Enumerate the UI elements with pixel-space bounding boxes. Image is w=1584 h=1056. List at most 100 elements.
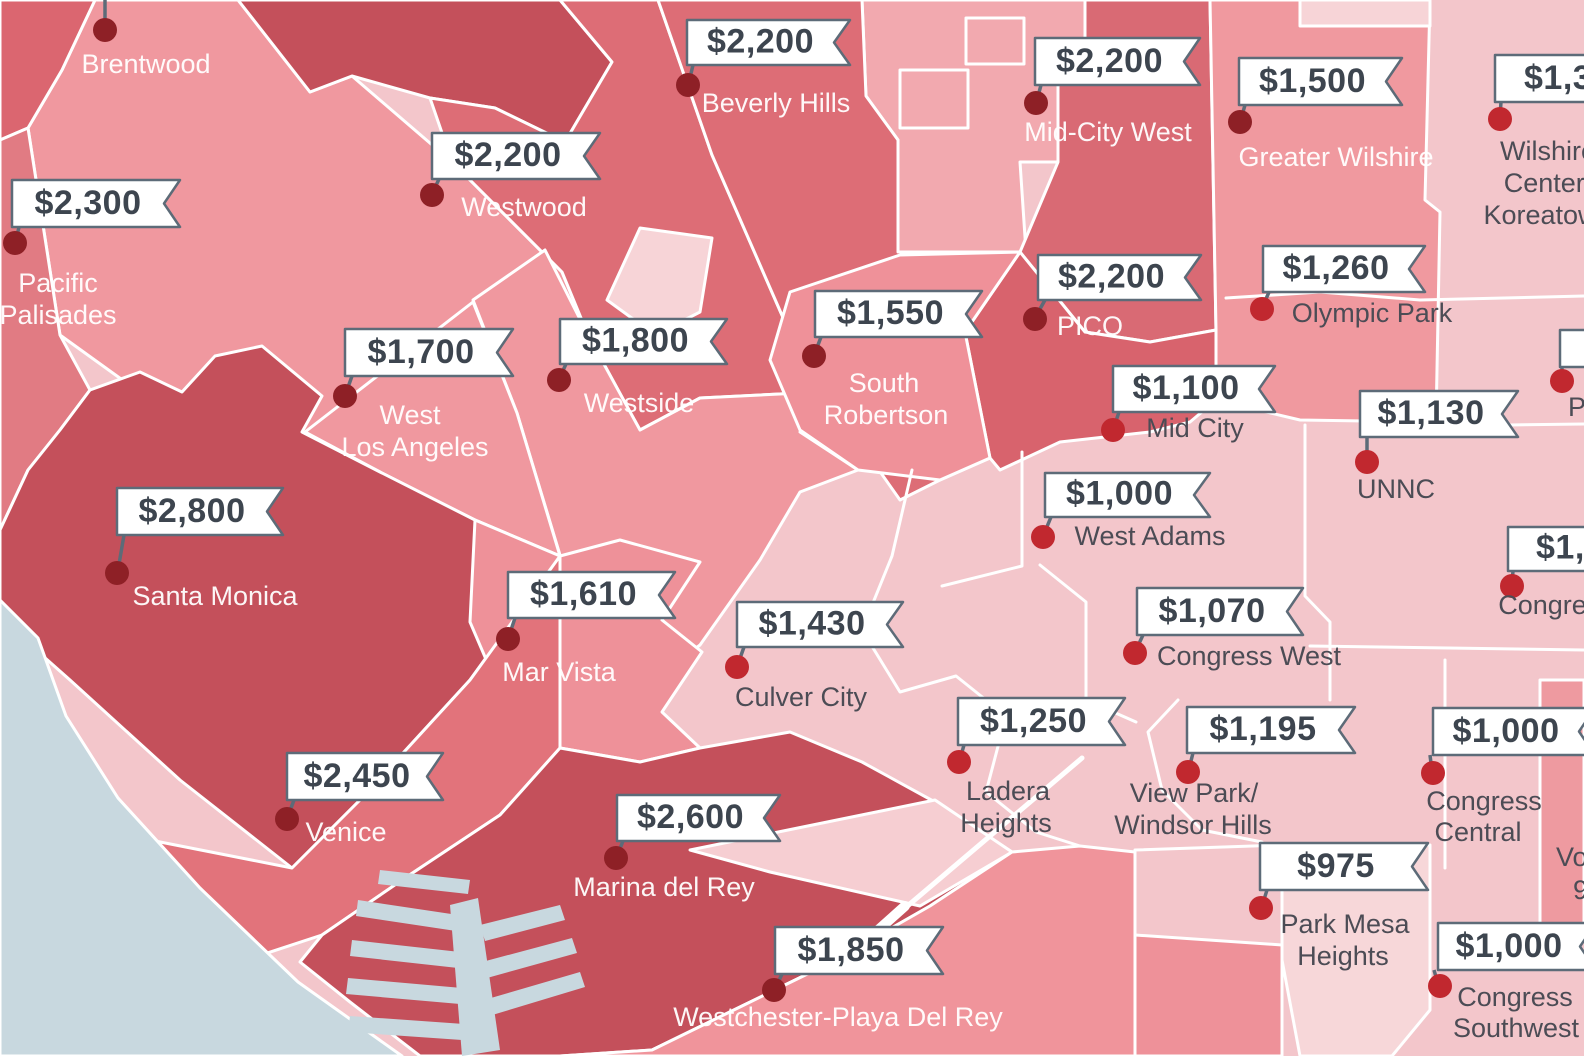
price-text: $2,200: [1056, 42, 1163, 80]
price-text: $1,130: [1378, 394, 1485, 432]
anchor-dot: [333, 384, 357, 408]
boundary-line-9: [1146, 698, 1264, 844]
region-name: Congress West: [1157, 641, 1342, 671]
region-name: Westside: [584, 388, 695, 418]
region-name: Greater Wilshire: [1238, 142, 1433, 172]
price-flag: [1261, 244, 1427, 294]
price-text: $1,500: [1259, 62, 1366, 100]
price-text: $1,000: [1453, 712, 1560, 750]
region-pale-band-topright: [1298, 0, 1432, 28]
region-name: Windsor Hills: [1114, 810, 1272, 840]
region-name: Palisades: [0, 300, 117, 330]
region-name: Wilshire: [1500, 136, 1584, 166]
price-text: $1,000: [1066, 475, 1173, 513]
marina-channel-8: [484, 972, 585, 1016]
price-flag: [1493, 53, 1584, 104]
price-flag: [735, 600, 905, 649]
map-label-beverly-hills: $2,200 Beverly Hills: [676, 18, 852, 118]
region-name: Olympic Park: [1292, 298, 1453, 328]
price-text: $2,200: [1058, 257, 1165, 295]
price-flag: [285, 751, 445, 802]
price-flag: [1036, 253, 1203, 302]
price-flag: [558, 317, 729, 366]
region-name: Congress: [1498, 590, 1584, 620]
map-label-marina-del-rey: $2,600 Marina del Rey: [573, 793, 782, 902]
anchor-dot: [1024, 91, 1048, 115]
region-name: West Adams: [1074, 521, 1225, 551]
region-name: Robertson: [824, 400, 949, 430]
price-text: $1,550: [837, 294, 944, 332]
region-name: Mid-City West: [1024, 117, 1192, 147]
region-name: Vo: [1556, 842, 1584, 872]
region-name: Westwood: [461, 192, 587, 222]
map-label-mid-city: $1,100 Mid City: [1101, 364, 1277, 443]
anchor-dot: [496, 627, 520, 651]
price-text: $2,450: [304, 757, 411, 795]
region-name: Venice: [305, 817, 386, 847]
boundary-line-1: [940, 450, 1024, 588]
anchor-dot: [1428, 974, 1452, 998]
price-text: $975: [1297, 847, 1375, 885]
boundary-line-10: [898, 68, 970, 130]
price-flag: [10, 178, 182, 229]
anchor-dot: [676, 73, 700, 97]
price-text: $1,610: [530, 575, 637, 613]
region-name: Ladera: [966, 776, 1051, 806]
anchor-dot: [802, 344, 826, 368]
region-park-mesa-heights: [1280, 843, 1432, 1056]
map-label-pico: $2,200 PICO: [1023, 253, 1203, 341]
marina-channel-4: [346, 978, 462, 1004]
region-name: UNNC: [1357, 474, 1435, 504]
anchor-dot: [1550, 369, 1574, 393]
map-label-wilshire-center-koreatown: $1,3 WilshireCenter/Koreatown: [1483, 53, 1584, 230]
region-name: View Park/: [1130, 778, 1259, 808]
anchor-dot: [1355, 450, 1379, 474]
map-label-culver-city: $1,430 Culver City: [725, 600, 905, 712]
price-text: $1,800: [582, 321, 689, 359]
map-label-congress-west: $1,070 Congress West: [1123, 586, 1342, 671]
region-name: Mar Vista: [502, 657, 617, 687]
region-name: Heights: [1297, 941, 1389, 971]
region-name: Marina del Rey: [573, 872, 755, 902]
region-name: Los Angeles: [341, 432, 488, 462]
map-label-p-fragment: P: [1550, 328, 1584, 422]
region-name: South: [849, 368, 920, 398]
price-text: $1,: [1536, 529, 1584, 567]
region-ocean: [0, 598, 404, 1056]
anchor-dot: [1123, 641, 1147, 665]
region-playa-pale-wedge: [688, 798, 1014, 908]
price-flag: [506, 570, 677, 620]
region-parkmesa-left-patch: [1133, 933, 1284, 1056]
marina-channel-6: [480, 905, 565, 941]
anchor-dot: [1488, 107, 1512, 131]
map-label-olympic-park: $1,260 Olympic Park: [1250, 244, 1453, 328]
region-name: Beverly Hills: [702, 88, 851, 118]
region-name: Brentwood: [81, 49, 210, 79]
anchor-dot: [275, 807, 299, 831]
map-label-unnc: $1,130 UNNC: [1355, 389, 1520, 504]
boundary-line-11: [964, 16, 1026, 66]
map-label-westwood: $2,200 Westwood: [420, 131, 602, 222]
price-text: $1,195: [1210, 710, 1317, 748]
anchor-dot: [1228, 110, 1252, 134]
marina-channel-7: [482, 938, 577, 978]
anchor-dot: [1023, 307, 1047, 331]
map-label-greater-wilshire: $1,500 Greater Wilshire: [1228, 56, 1434, 172]
region-name: Westchester-Playa Del Rey: [673, 1002, 1003, 1032]
price-flag: [430, 131, 602, 181]
anchor-dot: [725, 655, 749, 679]
map-label-santa-monica: $2,800 Santa Monica: [105, 486, 299, 611]
region-name: Center/: [1504, 168, 1584, 198]
region-name: P: [1568, 392, 1584, 422]
map-label-mid-city-west: $2,200 Mid-City West: [1024, 36, 1202, 147]
boundary-line-8: [1133, 843, 1284, 852]
boundary-line-3: [1224, 290, 1584, 302]
marina-channel-3: [350, 940, 460, 968]
price-flag: [1431, 706, 1584, 757]
anchor-dot: [1176, 760, 1200, 784]
price-flag: [1185, 705, 1357, 755]
region-northwest-corner: [0, 0, 97, 142]
